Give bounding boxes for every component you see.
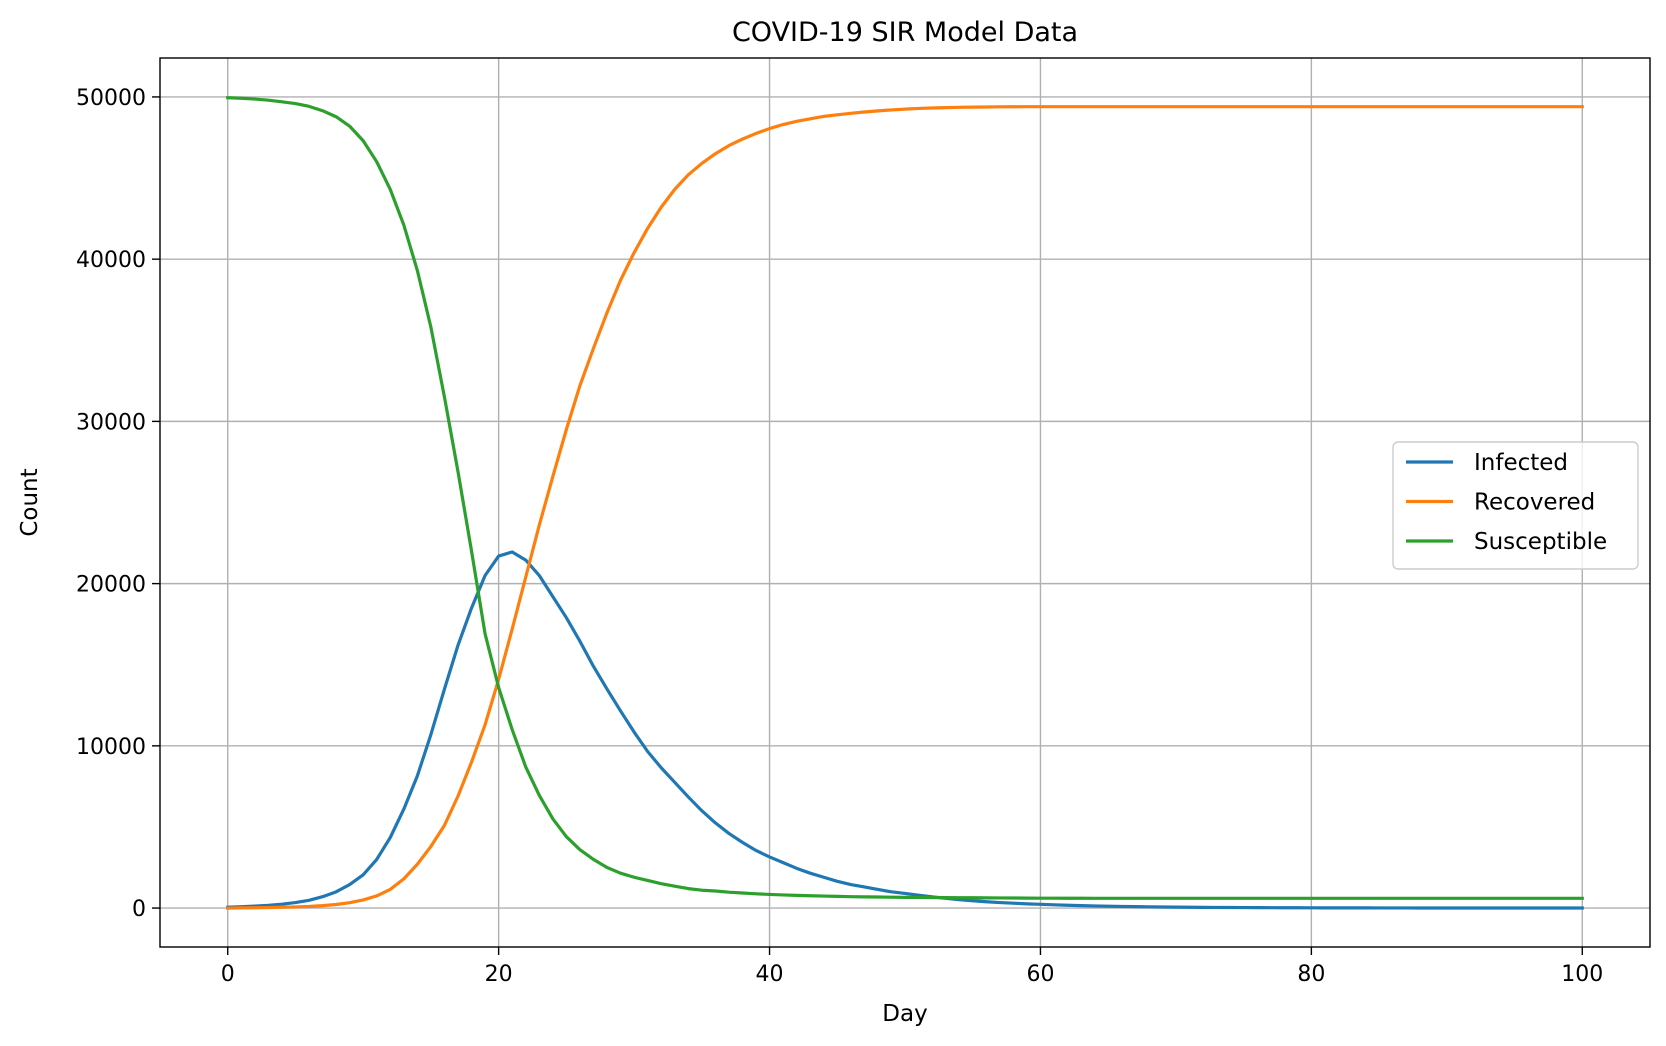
y-tick-label: 50000: [76, 86, 146, 111]
series-lines: [226, 96, 1584, 910]
series-line-susceptible: [226, 96, 1584, 900]
x-tick-label: 40: [756, 962, 784, 987]
y-tick-label: 10000: [76, 735, 146, 760]
y-tick-label: 30000: [76, 410, 146, 435]
chart-title: COVID-19 SIR Model Data: [732, 17, 1078, 48]
series-line-infected: [226, 550, 1584, 910]
legend-box: [1392, 441, 1639, 570]
y-tick-label: 40000: [76, 248, 146, 273]
x-tick-label: 0: [221, 962, 235, 987]
y-tick-label: 0: [132, 897, 146, 922]
y-tick-label: 20000: [76, 573, 146, 598]
x-tick-label: 60: [1026, 962, 1054, 987]
legend-label-susceptible: Susceptible: [1474, 529, 1607, 555]
x-tick-label: 20: [485, 962, 513, 987]
x-tick-label: 100: [1561, 962, 1603, 987]
axis-ticks: 0 20 40 60 80 100 0 10000 20000 30000 40000 50000: [76, 86, 1603, 987]
legend-label-infected: Infected: [1474, 450, 1568, 476]
series-line-recovered: [226, 105, 1584, 910]
legend: Infected Recovered Susceptible: [1392, 441, 1639, 570]
x-tick-label: 80: [1297, 962, 1325, 987]
x-axis-label: Day: [882, 1001, 927, 1027]
legend-label-recovered: Recovered: [1474, 490, 1595, 516]
y-axis-label: Count: [17, 468, 43, 536]
plot-area-frame: [159, 57, 1651, 948]
